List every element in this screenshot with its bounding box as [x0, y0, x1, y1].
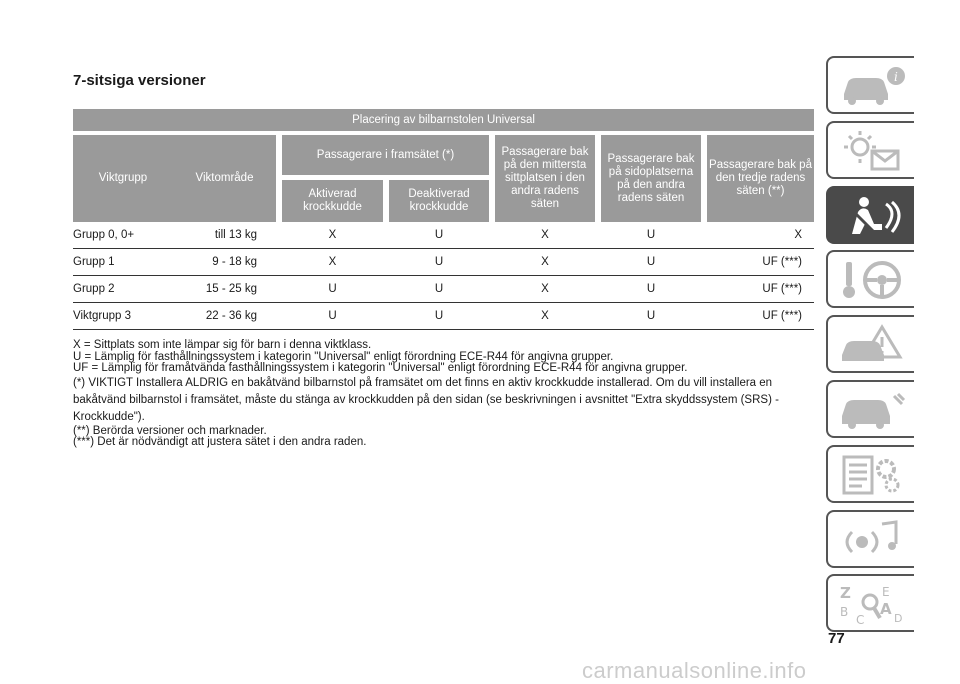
cell-rear-side: U	[598, 248, 704, 276]
note-airbag-warning: (*) VIKTIGT Installera ALDRIG en bakåtvä…	[73, 376, 779, 423]
tab-warning-lights[interactable]	[826, 120, 914, 179]
cell-third-row: UF (***)	[704, 248, 815, 276]
col-rear-side: Passagerare bak på sidoplatserna på den …	[595, 133, 704, 222]
seat-safety-icon	[852, 196, 901, 234]
svg-text:C: C	[856, 613, 864, 626]
table-notes: X = Sittplats som inte lämpar sig för ba…	[73, 339, 813, 449]
note-adjust-seat: (***) Det är nödvändigt att justera säte…	[73, 436, 367, 449]
cell-rear-middle: X	[492, 248, 598, 276]
svg-text:B: B	[840, 605, 848, 619]
cell-rear-middle: X	[492, 222, 598, 249]
cell-rear-side: U	[598, 222, 704, 249]
cell-airbag-off: U	[386, 248, 492, 276]
col-airbag-on: Aktiverad krockkudde	[276, 177, 386, 222]
cell-third-row: UF (***)	[704, 275, 815, 303]
col-airbag-off: Deaktiverad krockkudde	[383, 177, 492, 222]
cell-airbag-on: U	[279, 302, 386, 330]
tab-index[interactable]: Z E B A C D	[826, 574, 914, 633]
table-row: Grupp 1 9 - 18 kg X U X U UF (***)	[73, 248, 815, 276]
col-front-passenger: Passagerare i framsätet (*)	[276, 133, 492, 180]
cell-group: Grupp 0, 0+	[73, 222, 173, 249]
child-seat-table: Placering av bilbarnstolen Universal Vik…	[73, 109, 815, 330]
cell-rear-middle: X	[492, 275, 598, 303]
cell-airbag-on: U	[279, 275, 386, 303]
cell-range: till 13 kg	[173, 222, 279, 249]
table-row: Grupp 0, 0+ till 13 kg X U X U X	[73, 222, 815, 249]
cell-range: 9 - 18 kg	[173, 248, 279, 276]
table-header-main: Placering av bilbarnstolen Universal	[73, 109, 815, 135]
tab-technical-data[interactable]	[826, 444, 914, 503]
cell-group: Grupp 1	[73, 248, 173, 276]
note-u: U = Lämplig för fasthållningssystem i ka…	[73, 350, 614, 363]
tab-emergency[interactable]	[826, 315, 914, 374]
tab-key-steering[interactable]	[826, 250, 914, 309]
svg-text:i: i	[894, 70, 898, 84]
cell-airbag-on: X	[279, 248, 386, 276]
cell-rear-side: U	[598, 302, 704, 330]
cell-range: 15 - 25 kg	[173, 275, 279, 303]
svg-text:Z: Z	[840, 584, 851, 602]
cell-airbag-on: X	[279, 222, 386, 249]
svg-text:D: D	[894, 612, 902, 625]
cell-airbag-off: U	[386, 222, 492, 249]
tab-car-info[interactable]: i	[826, 56, 914, 114]
watermark: carmanualsonline.info	[582, 658, 807, 683]
multimedia-icon	[845, 519, 898, 553]
note-uf: UF = Lämplig för framåtvända fasthållnin…	[73, 362, 688, 375]
col-third-row: Passagerare bak på den tredje radens sät…	[700, 133, 815, 222]
cell-third-row: UF (***)	[704, 302, 815, 330]
page-number: 77	[828, 630, 845, 647]
cell-airbag-off: U	[386, 302, 492, 330]
cell-rear-middle: X	[492, 302, 598, 330]
note-versions: (**) Berörda versioner och marknader.	[73, 424, 267, 437]
cell-group: Viktgrupp 3	[73, 302, 173, 330]
tab-maintenance[interactable]	[826, 379, 914, 438]
table-row: Viktgrupp 3 22 - 36 kg U U X U UF (***)	[73, 302, 815, 330]
cell-third-row: X	[704, 222, 815, 249]
table-row: Grupp 2 15 - 25 kg U U X U UF (***)	[73, 275, 815, 303]
alphabetical-index-icon: Z E B A C D	[840, 584, 902, 626]
warning-lights-icon	[844, 130, 900, 171]
col-weight-group: Viktgrupp	[73, 133, 173, 222]
car-info-icon: i	[844, 67, 905, 105]
cell-rear-side: U	[598, 275, 704, 303]
technical-data-icon	[842, 455, 900, 495]
tab-seat-safety[interactable]	[826, 185, 914, 244]
svg-text:A: A	[880, 600, 892, 618]
cell-group: Grupp 2	[73, 275, 173, 303]
car-emergency-icon	[842, 324, 903, 362]
svg-text:E: E	[882, 585, 890, 599]
col-weight-range: Viktområde	[173, 133, 279, 222]
tab-multimedia[interactable]	[826, 509, 914, 568]
col-rear-middle: Passagerare bak på den mittersta sittpla…	[489, 133, 598, 222]
cell-airbag-off: U	[386, 275, 492, 303]
cell-range: 22 - 36 kg	[173, 302, 279, 330]
chapter-tabs: i	[826, 56, 916, 639]
section-title: 7-sitsiga versioner	[73, 72, 206, 89]
note-x: X = Sittplats som inte lämpar sig för ba…	[73, 339, 372, 351]
car-maintenance-icon	[842, 392, 906, 429]
key-steering-wheel-icon	[843, 261, 901, 300]
